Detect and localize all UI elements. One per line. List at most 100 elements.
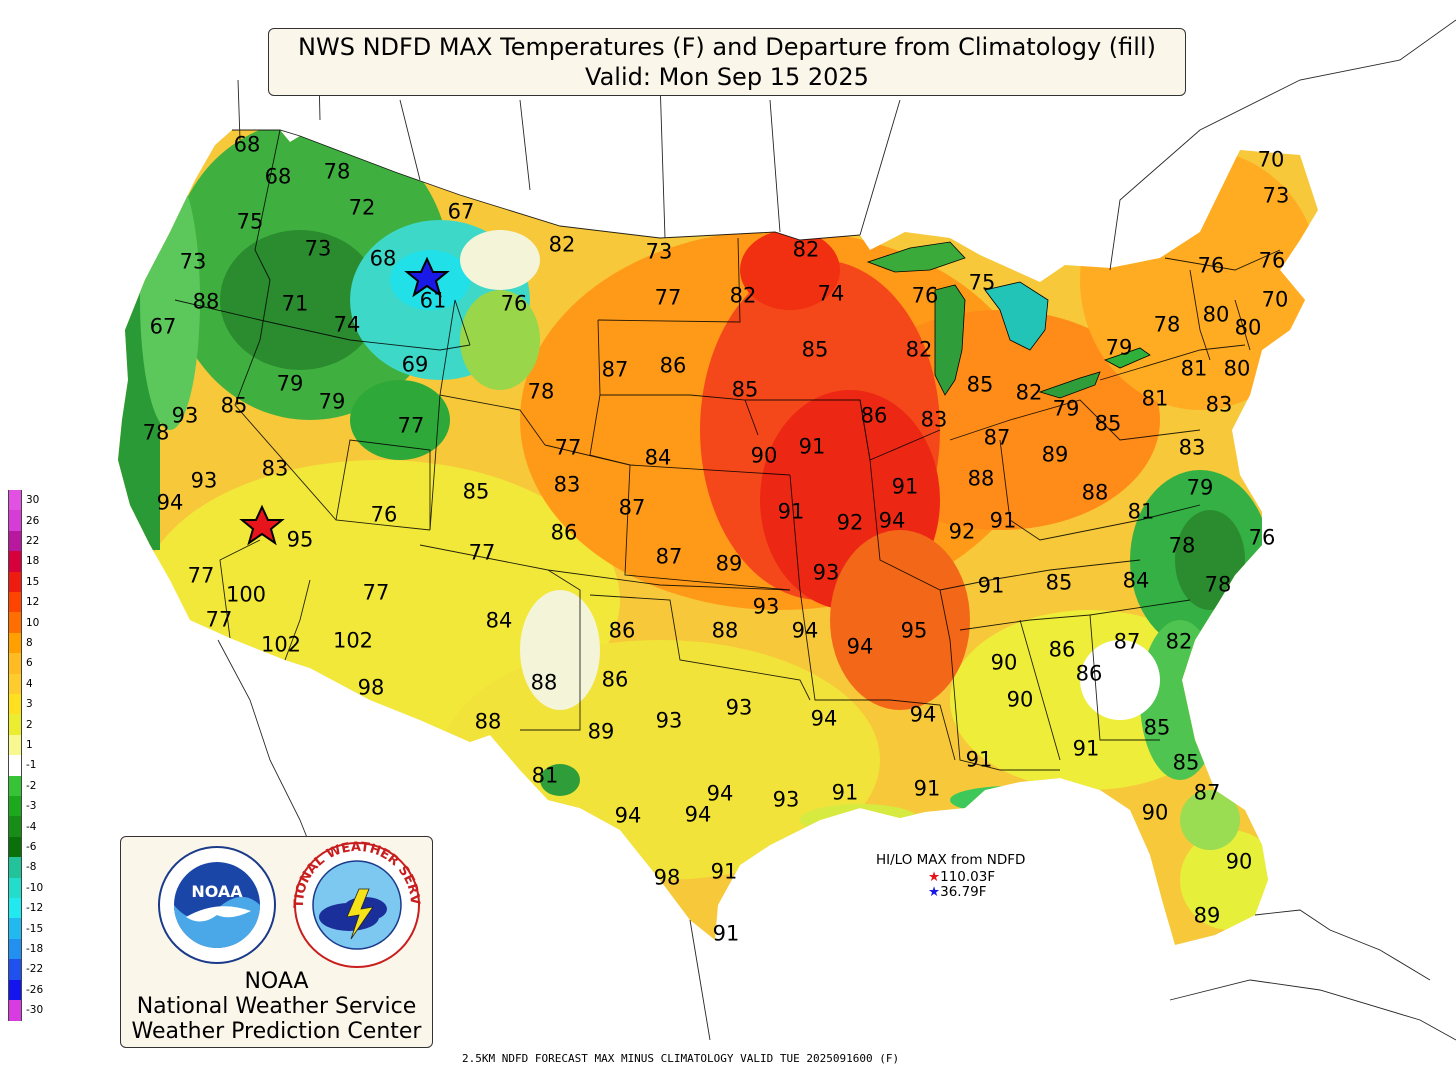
temp-label: 83 bbox=[1205, 392, 1233, 417]
temp-label: 73 bbox=[1262, 183, 1290, 208]
temp-label: 73 bbox=[645, 239, 673, 264]
legend-swatch bbox=[8, 836, 22, 858]
temp-label: 81 bbox=[531, 763, 559, 788]
temp-label: 91 bbox=[989, 508, 1017, 533]
temp-label: 68 bbox=[233, 132, 261, 157]
legend-label: -10 bbox=[26, 881, 44, 894]
temp-label: 91 bbox=[777, 499, 805, 524]
temp-label: 77 bbox=[554, 435, 582, 460]
temp-label: 102 bbox=[332, 628, 374, 653]
temp-label: 94 bbox=[684, 802, 712, 827]
temp-label: 98 bbox=[653, 865, 681, 890]
legend-label: 2 bbox=[26, 718, 33, 731]
legend-swatch bbox=[8, 938, 22, 960]
legend-swatch bbox=[8, 979, 22, 1001]
temp-label: 94 bbox=[156, 490, 184, 515]
lo-star-map bbox=[404, 256, 450, 298]
temp-label: 68 bbox=[264, 164, 292, 189]
title-line2: Valid: Mon Sep 15 2025 bbox=[585, 63, 869, 91]
hilo-high-value: 110.03F bbox=[940, 869, 996, 885]
temp-label: 83 bbox=[553, 472, 581, 497]
legend-swatch bbox=[8, 530, 22, 552]
legend-label: 3 bbox=[26, 698, 33, 711]
temp-label: 93 bbox=[752, 594, 780, 619]
legend-swatch bbox=[8, 796, 22, 817]
temp-label: 78 bbox=[142, 420, 170, 445]
temp-label: 80 bbox=[1202, 302, 1230, 327]
temp-label: 86 bbox=[601, 667, 629, 692]
temp-label: 89 bbox=[1193, 903, 1221, 928]
temp-label: 70 bbox=[1257, 147, 1285, 172]
legend-swatch bbox=[8, 510, 22, 532]
temp-label: 87 bbox=[655, 544, 683, 569]
temp-label: 81 bbox=[1127, 499, 1155, 524]
temp-label: 76 bbox=[500, 291, 528, 316]
temp-label: 88 bbox=[530, 670, 558, 695]
legend-label: 26 bbox=[26, 514, 40, 527]
temp-label: 94 bbox=[614, 803, 642, 828]
legend-swatch bbox=[8, 673, 22, 695]
legend-label: 15 bbox=[26, 575, 40, 588]
temp-label: 81 bbox=[1180, 356, 1208, 381]
temp-label: 84 bbox=[485, 608, 513, 633]
temp-label: 91 bbox=[712, 921, 740, 946]
temp-label: 78 bbox=[1204, 572, 1232, 597]
hilo-title: HI/LO MAX from NDFD bbox=[876, 852, 1026, 868]
logo-panel: NOAA NATIONAL WEATHER SERVICE NOAA Natio… bbox=[120, 836, 433, 1048]
hilo-low-value: 36.79F bbox=[940, 884, 987, 900]
legend-swatch bbox=[8, 959, 22, 981]
legend-label: -22 bbox=[26, 963, 44, 976]
legend-swatch bbox=[8, 592, 22, 613]
hilo-high: ★110.03F bbox=[928, 869, 995, 885]
temp-label: 92 bbox=[836, 510, 864, 535]
temp-label: 85 bbox=[220, 393, 248, 418]
temp-label: 79 bbox=[1052, 396, 1080, 421]
legend-label: 6 bbox=[26, 657, 33, 670]
temp-label: 93 bbox=[190, 468, 218, 493]
temp-label: 78 bbox=[1168, 533, 1196, 558]
temp-label: 94 bbox=[791, 618, 819, 643]
temp-label: 77 bbox=[397, 413, 425, 438]
temp-label: 76 bbox=[1197, 253, 1225, 278]
map-title: NWS NDFD MAX Temperatures (F) and Depart… bbox=[268, 28, 1186, 96]
blue-star-icon: ★ bbox=[928, 884, 941, 900]
temp-label: 94 bbox=[878, 508, 906, 533]
temp-label: 79 bbox=[318, 389, 346, 414]
legend-label: -6 bbox=[26, 841, 37, 853]
temp-label: 92 bbox=[948, 519, 976, 544]
legend-label: -12 bbox=[26, 902, 44, 915]
legend-label: -4 bbox=[26, 820, 37, 833]
legend-swatch bbox=[8, 571, 22, 593]
temp-label: 77 bbox=[205, 607, 233, 632]
legend-swatch bbox=[8, 490, 22, 511]
temp-label: 85 bbox=[731, 377, 759, 402]
temp-label: 90 bbox=[1006, 687, 1034, 712]
legend-swatch bbox=[8, 816, 22, 838]
temp-label: 82 bbox=[792, 237, 820, 262]
legend-label: 1 bbox=[26, 739, 33, 751]
temp-label: 91 bbox=[710, 859, 738, 884]
legend-label: -1 bbox=[26, 759, 37, 772]
temp-label: 102 bbox=[260, 632, 302, 657]
temp-label: 100 bbox=[225, 582, 267, 607]
temp-label: 71 bbox=[281, 291, 309, 316]
temp-label: 72 bbox=[348, 195, 376, 220]
logo-nws: National Weather Service bbox=[136, 994, 417, 1019]
temp-label: 93 bbox=[655, 708, 683, 733]
temp-label: 88 bbox=[474, 709, 502, 734]
temp-label: 80 bbox=[1223, 356, 1251, 381]
temp-label: 87 bbox=[601, 357, 629, 382]
temp-label: 75 bbox=[236, 209, 264, 234]
temp-label: 88 bbox=[1081, 480, 1109, 505]
legend-swatch bbox=[8, 694, 22, 715]
temp-label: 73 bbox=[179, 249, 207, 274]
temp-label: 87 bbox=[983, 425, 1011, 450]
temp-label: 91 bbox=[1072, 736, 1100, 761]
temp-label: 79 bbox=[1105, 335, 1133, 360]
temp-label: 94 bbox=[706, 781, 734, 806]
temp-label: 90 bbox=[1141, 800, 1169, 825]
temp-label: 98 bbox=[357, 675, 385, 700]
legend-swatch bbox=[8, 714, 22, 736]
temp-label: 83 bbox=[1178, 435, 1206, 460]
temp-label: 85 bbox=[462, 479, 490, 504]
